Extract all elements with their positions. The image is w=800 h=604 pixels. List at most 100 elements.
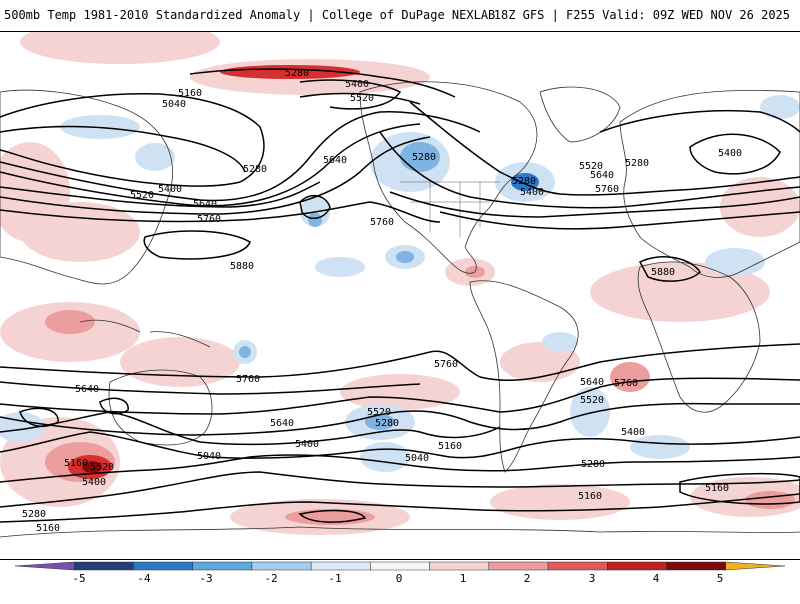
warm-patch [20, 202, 140, 262]
colorbar-swatch [607, 561, 667, 571]
colorbar-swatch [73, 561, 134, 571]
asia-west-coast [0, 89, 173, 285]
contour-label: 5280 [512, 176, 536, 187]
contour-label: 5160 [578, 491, 602, 502]
cold-patch [570, 387, 610, 437]
contour-line [0, 454, 800, 483]
contour-line [439, 211, 800, 230]
contour-line [0, 381, 421, 395]
us-state-lines [400, 181, 500, 237]
warm-patch-extreme [82, 461, 102, 473]
cold-patch [705, 248, 765, 276]
warm-patch [720, 177, 800, 237]
colorbar-swatch [547, 561, 608, 571]
cold-patch [135, 143, 175, 171]
contour-line [409, 101, 800, 196]
contour-line [0, 181, 321, 208]
contour-label: 5280 [243, 164, 267, 175]
eurasia-coast [619, 89, 800, 278]
contour-label: 5520 [580, 395, 604, 406]
contour-line [689, 133, 781, 175]
contour-line [0, 201, 441, 223]
contour-label: 5760 [434, 359, 458, 370]
contour-label: 5520 [90, 462, 114, 473]
contour-label: 5400 [82, 477, 106, 488]
contour-line [0, 493, 800, 523]
colorbar-label: 3 [588, 572, 596, 585]
contour-line [0, 92, 265, 187]
contour-label: 5280 [625, 158, 649, 169]
contour-label: 5280 [581, 459, 605, 470]
cold-patch [315, 257, 365, 277]
contour-label: 5400 [345, 79, 369, 90]
model-run-info: 18Z GFS | F255 Valid: 09Z WED NOV 26 202… [493, 8, 790, 22]
colorbar-swatch [133, 561, 193, 571]
contour-line [299, 92, 421, 105]
contour-label: 5760 [614, 378, 638, 389]
contour-line [299, 195, 331, 219]
contour-label: 5400 [158, 184, 182, 195]
contour-line [0, 343, 800, 382]
height-contours [0, 68, 800, 523]
contour-label: 5760 [595, 184, 619, 195]
contour-label-group: 5280 5400 5520 5160 5040 5280 5400 5520 … [22, 68, 742, 534]
contour-label: 5760 [370, 217, 394, 228]
contour-line [379, 131, 800, 209]
colorbar-label: -5 [72, 572, 86, 585]
contour-line [298, 509, 367, 523]
contour-label: 5880 [230, 261, 254, 272]
contour-label: 5640 [193, 199, 217, 210]
contour-line [599, 109, 800, 133]
contour-label: 5640 [75, 384, 99, 395]
contour-label: 5880 [651, 267, 675, 278]
contour-line [143, 230, 251, 260]
contour-line [0, 111, 481, 202]
contour-label: 5520 [350, 93, 374, 104]
colorbar-label: 1 [459, 572, 467, 585]
cold-patch [630, 435, 690, 459]
cold-patch-mid [239, 346, 251, 358]
contour-line [638, 256, 701, 282]
contour-label: 5280 [22, 509, 46, 520]
contour-line [0, 123, 421, 207]
colorbar-ramp [14, 561, 786, 571]
contour-label: 5040 [405, 453, 429, 464]
contour-line [19, 407, 59, 428]
colorbar-swatch [666, 561, 727, 571]
contour-label: 5280 [285, 68, 309, 79]
contour-label: 5760 [236, 374, 260, 385]
contour-line [679, 472, 800, 505]
contour-line [0, 431, 800, 459]
warm-patch-mid [745, 491, 795, 509]
colorbar-label: 2 [523, 572, 531, 585]
colorbar-label: -2 [264, 572, 278, 585]
contour-label: 5160 [64, 458, 88, 469]
contour-label: 5400 [718, 148, 742, 159]
map-title: 500mb Temp 1981-2010 Standardized Anomal… [4, 8, 496, 22]
contour-label: 5280 [412, 152, 436, 163]
cold-patch [542, 332, 578, 352]
contour-label: 5040 [162, 99, 186, 110]
contour-label: 5520 [130, 190, 154, 201]
contour-label: 5760 [197, 214, 221, 225]
contour-label: 5640 [270, 418, 294, 429]
contour-label: 5640 [590, 170, 614, 181]
greenland-coast [539, 86, 621, 143]
colorbar-swatch [725, 561, 786, 571]
contour-line [0, 411, 501, 446]
colorbar-swatch [370, 561, 430, 571]
contour-line [189, 68, 456, 98]
contour-line [299, 79, 402, 110]
contour-line [0, 136, 431, 215]
warm-patch [20, 32, 220, 64]
colorbar-label: -1 [328, 572, 342, 585]
anomaly-map: 5280 5400 5520 5160 5040 5280 5400 5520 … [0, 31, 800, 560]
cold-patch [760, 95, 800, 119]
contour-line [389, 191, 800, 218]
contour-label: 5040 [197, 451, 221, 462]
africa-coast [637, 261, 761, 413]
contour-label: 5280 [375, 418, 399, 429]
contour-label: 5520 [367, 407, 391, 418]
indonesia-coast [79, 319, 211, 348]
contour-line [99, 397, 129, 415]
